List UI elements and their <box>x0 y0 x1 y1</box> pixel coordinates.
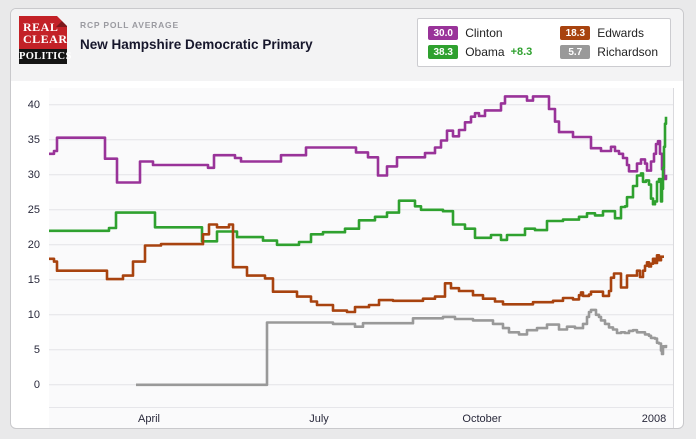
chart-plot-area[interactable]: 0 5 10 15 20 25 30 35 40 <box>28 88 674 408</box>
x-axis-label: 2008 <box>641 413 667 425</box>
edwards-value-badge: 18.3 <box>560 26 591 40</box>
poll-trend-chart[interactable] <box>49 88 673 407</box>
legend-item-edwards[interactable]: 18.3 Edwards <box>560 26 658 40</box>
legend: 30.0 Clinton 38.3 Obama +8.3 18.3 Edward… <box>417 18 671 67</box>
poll-card: REAL CLEAR POLITICS RCP POLL AVERAGE New… <box>10 8 684 429</box>
series-line-clinton <box>49 95 668 184</box>
x-axis-label: April <box>137 413 161 425</box>
series-line-obama <box>49 116 668 247</box>
y-axis-label: 30 <box>27 168 40 181</box>
series-line-richardson <box>136 308 668 387</box>
edwards-label: Edwards <box>597 26 644 40</box>
legend-item-richardson[interactable]: 5.7 Richardson <box>560 45 658 59</box>
logo-text-clear: CLEAR <box>23 32 68 46</box>
series-line-edwards <box>49 223 664 314</box>
clinton-label: Clinton <box>465 26 503 40</box>
x-axis-label: October <box>462 413 502 425</box>
x-axis-label: July <box>309 413 329 425</box>
y-axis-label: 5 <box>33 343 40 356</box>
logo-text-real: REAL <box>23 20 59 34</box>
richardson-value-badge: 5.7 <box>560 45 591 59</box>
obama-label: Obama <box>465 45 505 59</box>
richardson-label: Richardson <box>597 45 658 59</box>
card-header: REAL CLEAR POLITICS RCP POLL AVERAGE New… <box>11 9 683 81</box>
clinton-value-badge: 30.0 <box>428 26 459 40</box>
obama-value-badge: 38.3 <box>428 45 459 59</box>
y-axis-label: 25 <box>27 203 40 216</box>
y-axis-label: 10 <box>27 308 40 321</box>
header-text-block: RCP POLL AVERAGE New Hampshire Democrati… <box>80 15 313 52</box>
chart-section: 0 5 10 15 20 25 30 35 40 April July October 2008 <box>11 81 683 428</box>
y-axis-label: 0 <box>33 378 40 391</box>
logo-text-politics: POLITICS <box>19 49 72 64</box>
legend-item-obama[interactable]: 38.3 Obama +8.3 <box>428 45 532 59</box>
rcp-logo[interactable]: REAL CLEAR POLITICS <box>19 15 72 64</box>
obama-change: +8.3 <box>510 46 533 58</box>
y-axis-label: 20 <box>27 238 40 251</box>
y-axis-label: 40 <box>27 98 40 111</box>
y-axis-label: 15 <box>27 273 40 286</box>
x-axis: April July October 2008 <box>49 408 674 428</box>
legend-item-clinton[interactable]: 30.0 Clinton <box>428 26 532 40</box>
logo-fold-cut <box>56 15 68 27</box>
y-axis-label: 35 <box>27 133 40 146</box>
poll-average-kicker: RCP POLL AVERAGE <box>80 20 179 30</box>
page-title: New Hampshire Democratic Primary <box>80 37 313 52</box>
